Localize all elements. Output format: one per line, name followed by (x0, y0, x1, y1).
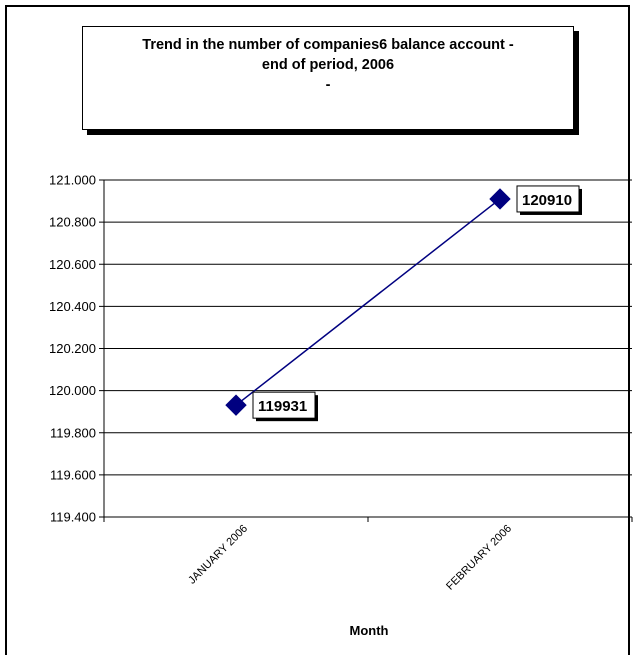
y-tick-label: 120.200 (49, 341, 96, 356)
data-point-marker (489, 188, 511, 210)
series-group (225, 188, 511, 416)
chart-title-line-2: end of period, 2006 (261, 57, 395, 73)
data-label-box (252, 391, 316, 419)
y-tick-label: 119.400 (50, 510, 96, 525)
x-tick-label: JANUARY 2006 (186, 523, 250, 587)
gridlines (104, 179, 632, 518)
y-tick-label: 119.800 (50, 425, 96, 440)
y-tick-label: 120.800 (49, 215, 96, 230)
data-labels: 119931 120910 (252, 185, 582, 422)
x-axis-ticks: JANUARY 2006 FEBRUARY 2006 (103, 517, 633, 593)
y-tick-label: 120.400 (49, 299, 96, 314)
chart-title-box: Trend in the number of companies6 balanc… (82, 26, 574, 130)
x-axis-title: Month (350, 623, 389, 638)
x-tick-label: FEBRUARY 2006 (444, 523, 514, 593)
y-axis-ticks: 119.400 119.600 119.800 120.000 120.200 120.4… (49, 173, 104, 525)
chart-title-line-1: Trend in the number of companies6 balanc… (142, 37, 514, 53)
data-label-box (516, 185, 580, 213)
data-label: 120910 (522, 192, 572, 209)
y-tick-label: 121.000 (49, 173, 96, 188)
y-tick-label: 120.000 (49, 383, 96, 398)
chart-title-line-3: - (325, 77, 331, 93)
y-tick-label: 119.600 (50, 467, 96, 482)
series-line (235, 198, 501, 406)
data-label: 119931 (258, 398, 307, 415)
data-point-marker (225, 394, 247, 416)
y-tick-label: 120.600 (49, 257, 96, 272)
